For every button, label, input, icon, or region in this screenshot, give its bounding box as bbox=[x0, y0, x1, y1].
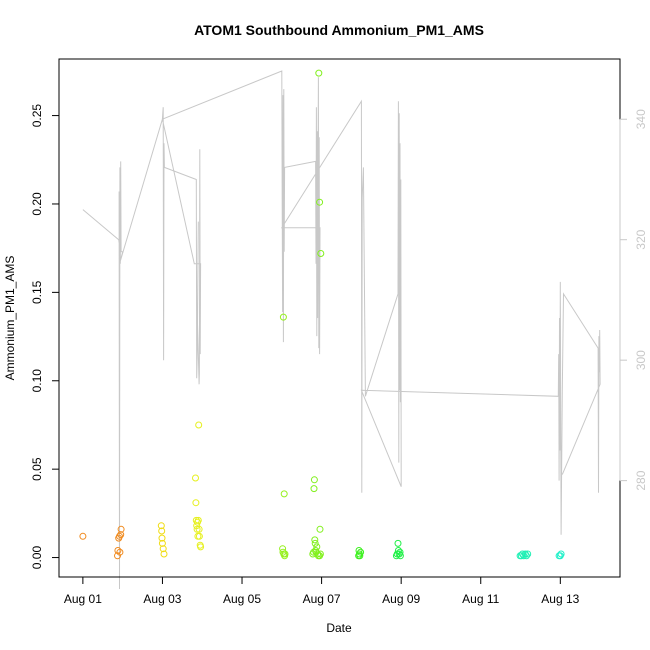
secondary-series-line bbox=[82, 70, 601, 590]
data-point bbox=[523, 552, 530, 560]
data-point bbox=[195, 525, 203, 533]
x-tick-label: Aug 11 bbox=[462, 592, 499, 606]
data-point bbox=[316, 550, 324, 558]
data-point bbox=[309, 550, 317, 558]
x-tick-label: Aug 05 bbox=[223, 592, 261, 606]
data-point bbox=[357, 548, 365, 556]
data-point bbox=[317, 250, 325, 257]
data-point bbox=[310, 485, 318, 493]
data-point bbox=[197, 543, 205, 551]
x-tick-label: Aug 09 bbox=[382, 592, 420, 606]
data-point bbox=[524, 550, 532, 558]
data-point bbox=[114, 552, 121, 560]
data-point bbox=[158, 539, 166, 547]
data-point bbox=[160, 550, 168, 558]
data-point bbox=[195, 421, 203, 429]
data-point bbox=[157, 522, 165, 530]
data-point bbox=[114, 547, 122, 554]
data-point bbox=[117, 525, 125, 533]
data-point bbox=[310, 476, 318, 484]
chart-title: ATOM1 Southbound Ammonium_PM1_AMS bbox=[194, 22, 484, 38]
y2-tick-label: 340 bbox=[634, 109, 648, 129]
y-tick-label: 0.10 bbox=[30, 369, 44, 393]
data-point bbox=[158, 527, 166, 535]
data-point bbox=[517, 552, 525, 560]
data-point bbox=[355, 547, 363, 554]
data-point bbox=[316, 198, 324, 206]
y2-tick-label: 280 bbox=[634, 470, 648, 490]
data-point bbox=[396, 552, 404, 560]
x-tick-label: Aug 07 bbox=[303, 592, 341, 606]
y-tick-label: 0.25 bbox=[30, 104, 44, 128]
y2-tick-label: 320 bbox=[634, 229, 648, 249]
data-point bbox=[79, 532, 87, 540]
data-point bbox=[279, 313, 287, 321]
y-tick-label: 0.15 bbox=[30, 280, 44, 304]
data-point bbox=[316, 525, 324, 533]
data-point bbox=[280, 490, 288, 498]
x-tick-label: Aug 01 bbox=[64, 592, 102, 606]
data-point bbox=[520, 552, 528, 560]
data-point bbox=[193, 525, 201, 533]
data-point bbox=[396, 548, 404, 556]
data-point bbox=[159, 545, 167, 553]
data-point bbox=[557, 550, 565, 558]
data-point bbox=[158, 534, 166, 542]
y-tick-label: 0.00 bbox=[30, 546, 44, 570]
data-point bbox=[116, 532, 123, 540]
x-tick-label: Aug 13 bbox=[541, 592, 579, 606]
data-point bbox=[194, 516, 202, 524]
data-point bbox=[355, 552, 363, 560]
data-point bbox=[194, 532, 202, 540]
data-point bbox=[519, 550, 526, 558]
y-axis-label: Ammonium_PM1_AMS bbox=[3, 256, 17, 381]
data-point bbox=[521, 550, 529, 558]
data-point bbox=[192, 499, 200, 507]
x-axis-label: Date bbox=[326, 621, 352, 635]
x-tick-label: Aug 03 bbox=[143, 592, 181, 606]
plot-area bbox=[79, 69, 601, 590]
data-point bbox=[281, 550, 289, 558]
data-point bbox=[311, 536, 319, 544]
data-point bbox=[394, 539, 402, 547]
data-point bbox=[313, 543, 321, 551]
y-tick-label: 0.20 bbox=[30, 192, 44, 216]
data-point bbox=[192, 474, 199, 482]
data-point bbox=[192, 516, 200, 524]
data-point bbox=[116, 548, 124, 556]
y2-tick-label: 300 bbox=[634, 350, 648, 370]
data-point bbox=[117, 531, 125, 539]
data-point bbox=[315, 69, 323, 77]
data-point bbox=[311, 539, 319, 547]
y-tick-label: 0.05 bbox=[30, 457, 44, 481]
